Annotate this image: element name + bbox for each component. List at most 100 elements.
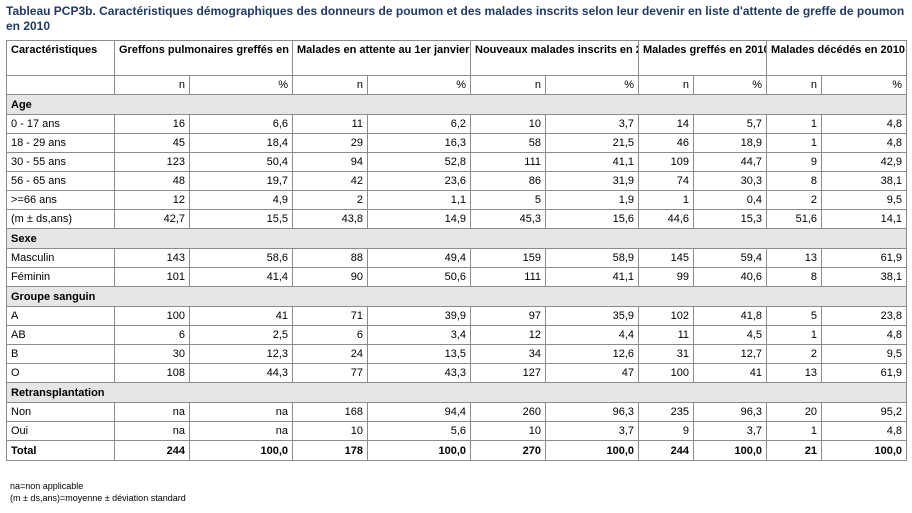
cell: 9: [638, 421, 695, 441]
subheader-n: n: [114, 75, 190, 95]
cell: 96,3: [693, 402, 768, 422]
row-label: Non: [6, 402, 115, 422]
cell: 44,7: [693, 152, 768, 172]
cell: 108: [114, 363, 190, 383]
cell: 4,8: [821, 133, 908, 153]
cell: 3,4: [367, 325, 471, 345]
cell: 14: [638, 114, 695, 134]
cell: 244: [638, 440, 695, 461]
col-header-nouveaux: Nouveaux malades inscrits en 2010: [469, 40, 640, 76]
cell: 13: [766, 363, 823, 383]
cell: 10: [470, 114, 546, 134]
cell: 43,3: [367, 363, 471, 383]
cell: 100,0: [693, 440, 768, 461]
cell: 100,0: [367, 440, 471, 461]
footnote-na: na=non applicable: [10, 481, 84, 491]
cell: 4,8: [821, 114, 908, 134]
cell: 1: [766, 325, 823, 345]
row-label: (m ± ds,ans): [6, 209, 115, 229]
cell: 109: [638, 152, 695, 172]
cell: 18,9: [693, 133, 768, 153]
cell: 51,6: [766, 209, 823, 229]
cell: 21: [766, 440, 823, 461]
cell: 40,6: [693, 267, 768, 287]
cell: 2: [766, 344, 823, 364]
cell: 94,4: [367, 402, 471, 422]
cell: 77: [292, 363, 368, 383]
cell: 12,3: [189, 344, 293, 364]
cell: 8: [766, 267, 823, 287]
cell: 100,0: [189, 440, 293, 461]
cell: 45,3: [470, 209, 546, 229]
cell: 74: [638, 171, 695, 191]
cell: 90: [292, 267, 368, 287]
cell: 9,5: [821, 190, 908, 210]
cell: 42: [292, 171, 368, 191]
cell: 2,5: [189, 325, 293, 345]
table-row: 0 - 17 ans 16 6,6 11 6,2 10 3,7 14 5,7 1…: [6, 114, 908, 134]
cell: 3,7: [544, 421, 640, 441]
subheader-n: n: [766, 75, 823, 95]
cell: 4,8: [821, 325, 908, 345]
cell: 12: [114, 190, 190, 210]
cell: 260: [470, 402, 546, 422]
cell: 14,9: [367, 209, 471, 229]
cell: 46: [638, 133, 695, 153]
col-header-decedes: Malades décédés en 2010: [766, 40, 908, 76]
cell: 61,9: [821, 363, 908, 383]
cell: 50,6: [367, 267, 471, 287]
cell: 50,4: [189, 152, 293, 172]
cell: 44,3: [189, 363, 293, 383]
cell: 42,9: [821, 152, 908, 172]
row-label: 0 - 17 ans: [6, 114, 115, 134]
cell: 43,8: [292, 209, 368, 229]
cell: 111: [470, 267, 546, 287]
subheader-n: n: [638, 75, 695, 95]
cell: 39,9: [367, 306, 471, 326]
cell: 145: [638, 248, 695, 268]
cell: 41: [189, 306, 293, 326]
subheader-pct: %: [544, 75, 640, 95]
table-row: >=66 ans 12 4,9 2 1,1 5 1,9 1 0,4 2 9,5: [6, 190, 908, 210]
cell: 12,7: [693, 344, 768, 364]
cell: 3,7: [544, 114, 640, 134]
cell: 41: [693, 363, 768, 383]
cell: 100,0: [821, 440, 908, 461]
cell: 23,8: [821, 306, 908, 326]
cell: 15,5: [189, 209, 293, 229]
cell: 5,7: [693, 114, 768, 134]
cell: 235: [638, 402, 695, 422]
cell: 41,1: [544, 152, 640, 172]
cell: 20: [766, 402, 823, 422]
cell: 9,5: [821, 344, 908, 364]
cell: 42,7: [114, 209, 190, 229]
header-row: Caractéristiques Greffons pulmonaires gr…: [6, 40, 908, 76]
table-row: 18 - 29 ans 45 18,4 29 16,3 58 21,5 46 1…: [6, 133, 908, 153]
cell: 95,2: [821, 402, 908, 422]
cell: 4,4: [544, 325, 640, 345]
cell: 9: [766, 152, 823, 172]
cell: 12,6: [544, 344, 640, 364]
section-label: Sexe: [5, 228, 908, 249]
cell: na: [114, 421, 190, 441]
cell: 178: [292, 440, 368, 461]
cell: 1: [766, 133, 823, 153]
cell: 1: [766, 114, 823, 134]
subheader-n: n: [470, 75, 546, 95]
cell: 2: [766, 190, 823, 210]
subheader-n: n: [292, 75, 368, 95]
cell: na: [189, 402, 293, 422]
table-row: A 100 41 71 39,9 97 35,9 102 41,8 5 23,8: [6, 306, 908, 326]
cell: 1: [766, 421, 823, 441]
cell: 23,6: [367, 171, 471, 191]
footnotes: na=non applicable (m ± ds,ans)=moyenne ±…: [10, 480, 186, 504]
cell: 4,8: [821, 421, 908, 441]
cell: 4,9: [189, 190, 293, 210]
cell: 31: [638, 344, 695, 364]
cell: 18,4: [189, 133, 293, 153]
table-row: Oui na na 10 5,6 10 3,7 9 3,7 1 4,8: [6, 421, 908, 441]
cell: 6,6: [189, 114, 293, 134]
cell: 16,3: [367, 133, 471, 153]
table-row: Masculin 143 58,6 88 49,4 159 58,9 145 5…: [6, 248, 908, 268]
col-header-greffes: Malades greffés en 2010: [638, 40, 768, 76]
